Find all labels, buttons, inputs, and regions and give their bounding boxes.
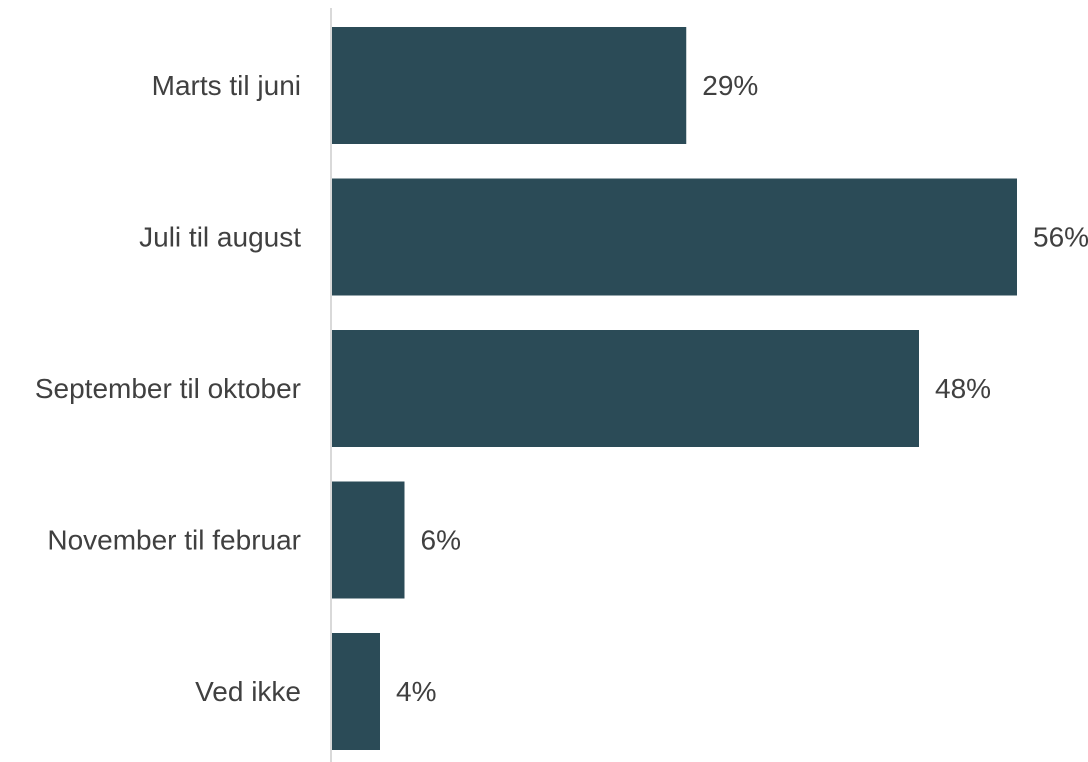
value-label-3: 6% — [421, 525, 461, 556]
value-label-0: 29% — [702, 70, 758, 101]
bar-1 — [331, 178, 1017, 296]
category-label-3: November til februar — [47, 525, 301, 556]
category-label-0: Marts til juni — [152, 70, 301, 101]
bar-2 — [331, 330, 919, 447]
category-label-4: Ved ikke — [195, 676, 301, 707]
category-label-2: September til oktober — [35, 373, 301, 404]
bar-4 — [331, 633, 380, 750]
category-label-1: Juli til august — [139, 222, 301, 253]
value-label-2: 48% — [935, 373, 991, 404]
bar-0 — [331, 27, 687, 144]
value-label-1: 56% — [1033, 222, 1088, 253]
value-label-4: 4% — [396, 676, 436, 707]
bar-3 — [331, 481, 405, 599]
